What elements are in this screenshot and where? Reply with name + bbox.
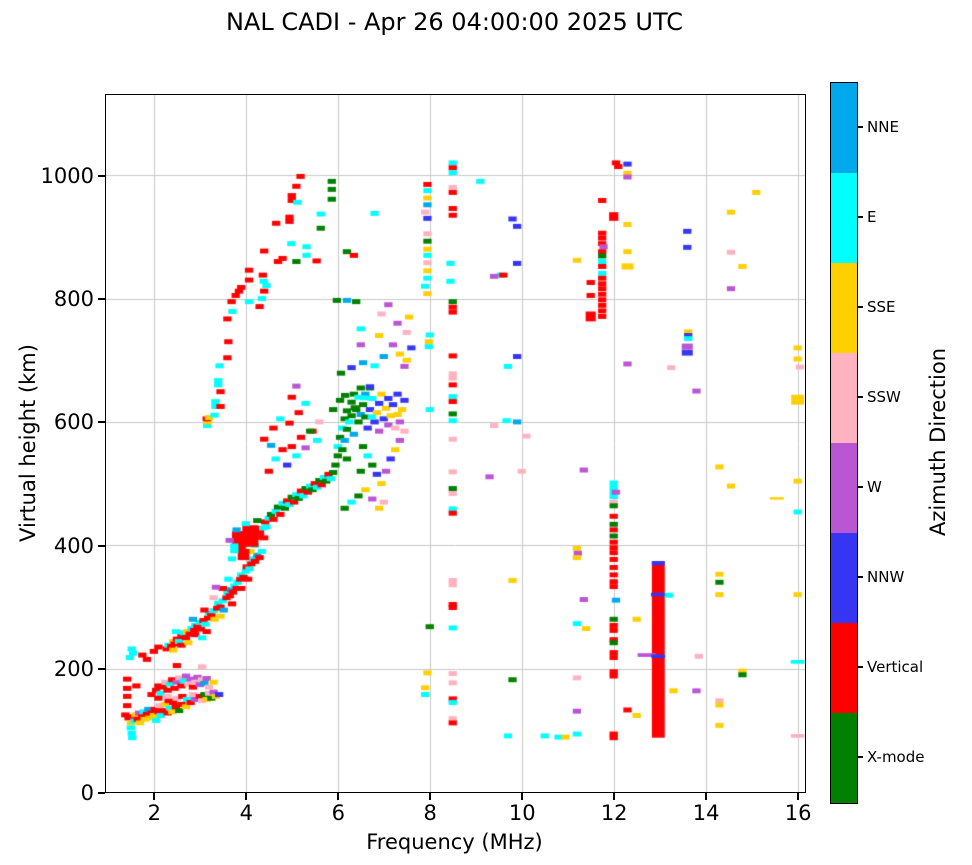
y-tick-label: 600 (53, 410, 94, 435)
colorbar-segment-Vertical (831, 623, 857, 713)
y-tick-label: 400 (53, 533, 94, 558)
colorbar-tick-mark (858, 396, 863, 398)
x-tick-mark (797, 793, 800, 800)
colorbar-tick-mark (858, 486, 863, 488)
x-tick-label: 4 (239, 801, 253, 825)
y-tick-mark (98, 668, 105, 671)
ionogram-canvas (106, 95, 805, 792)
y-tick-label: 200 (53, 657, 94, 682)
colorbar-segment-SSE (831, 263, 857, 353)
y-tick-mark (98, 298, 105, 301)
colorbar-tick-label-NNW: NNW (867, 568, 905, 586)
x-tick-label: 6 (331, 801, 345, 825)
colorbar-segment-X-mode (831, 713, 857, 803)
x-axis-label: Frequency (MHz) (366, 830, 543, 854)
colorbar-segment-NNE (831, 83, 857, 173)
colorbar-segment-SSW (831, 353, 857, 443)
x-tick-label: 10 (508, 801, 536, 825)
colorbar-tick-mark (858, 666, 863, 668)
x-tick-mark (521, 793, 524, 800)
colorbar-tick-label-Vertical: Vertical (867, 658, 924, 676)
colorbar-tick-label-NNE: NNE (867, 118, 899, 136)
chart-title: NAL CADI - Apr 26 04:00:00 2025 UTC (225, 8, 684, 36)
colorbar-tick-label-SSE: SSE (867, 298, 896, 316)
x-tick-label: 12 (600, 801, 628, 825)
colorbar-tick-mark (858, 756, 863, 758)
y-tick-label: 1000 (40, 163, 94, 188)
colorbar-segment-E (831, 173, 857, 263)
y-tick-label: 0 (80, 780, 94, 805)
plot-area (105, 94, 806, 793)
colorbar-tick-mark (858, 126, 863, 128)
x-tick-label: 16 (784, 801, 812, 825)
colorbar-tick-mark (858, 216, 863, 218)
y-tick-label: 800 (53, 287, 94, 312)
y-tick-mark (98, 544, 105, 547)
colorbar-segment-W (831, 443, 857, 533)
colorbar-label: Azimuth Direction (926, 347, 950, 537)
x-tick-label: 14 (692, 801, 720, 825)
colorbar-tick-mark (858, 306, 863, 308)
y-axis-label: Virtual height (km) (16, 344, 40, 542)
colorbar-tick-label-X-mode: X-mode (867, 748, 925, 766)
colorbar (830, 82, 858, 804)
x-tick-label: 8 (423, 801, 437, 825)
colorbar-tick-mark (858, 576, 863, 578)
x-tick-label: 2 (147, 801, 161, 825)
y-tick-mark (98, 421, 105, 424)
x-tick-mark (613, 793, 616, 800)
colorbar-tick-label-W: W (867, 478, 882, 496)
x-tick-mark (153, 793, 156, 800)
x-tick-mark (705, 793, 708, 800)
y-tick-mark (98, 174, 105, 177)
x-tick-mark (337, 793, 340, 800)
colorbar-tick-label-E: E (867, 208, 877, 226)
colorbar-segment-NNW (831, 533, 857, 623)
y-tick-mark (98, 791, 105, 794)
colorbar-tick-label-SSW: SSW (867, 388, 901, 406)
x-tick-mark (429, 793, 432, 800)
x-tick-mark (245, 793, 248, 800)
